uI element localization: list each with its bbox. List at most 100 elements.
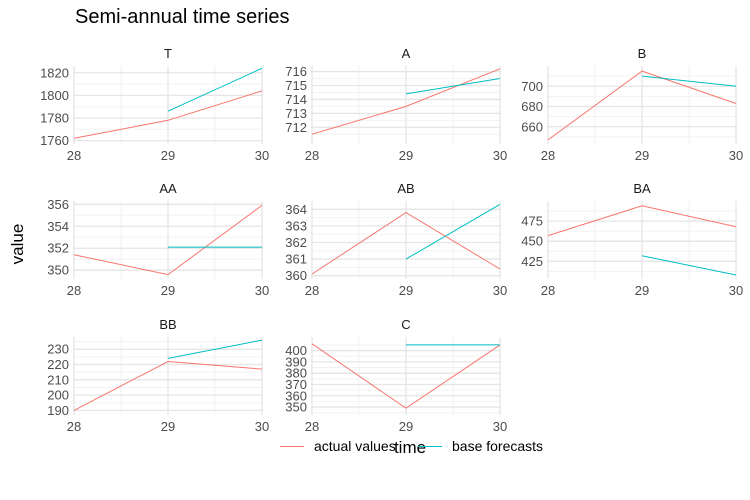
- x-tick-label: 30: [729, 148, 743, 163]
- y-tick-label: 400: [285, 343, 307, 358]
- series-line-actual-values: [311, 212, 501, 275]
- y-tick-label: 230: [47, 342, 69, 357]
- series-line-actual-values: [311, 68, 501, 135]
- x-tick-label: 28: [305, 283, 319, 298]
- x-tick-label: 30: [493, 283, 507, 298]
- x-tick-label: 30: [255, 148, 269, 163]
- facet-panel-b: B 660 680 700 28 29 30: [521, 46, 743, 163]
- panel-title: B: [638, 46, 647, 61]
- legend: actual values base forecasts: [0, 438, 750, 458]
- x-tick-label: 29: [161, 419, 175, 434]
- series-line-actual-values: [73, 90, 263, 139]
- y-tick-label: 1820: [40, 65, 69, 80]
- panel-title: A: [402, 46, 411, 61]
- series-line-actual-values: [547, 205, 737, 237]
- y-tick-label: 660: [521, 119, 543, 134]
- legend-key-actual: [280, 445, 304, 447]
- x-tick-label: 30: [729, 283, 743, 298]
- legend-label-base: base forecasts: [452, 438, 544, 454]
- y-tick-label: 200: [47, 388, 69, 403]
- y-tick-label: 390: [285, 354, 307, 369]
- x-tick-label: 29: [399, 148, 413, 163]
- x-tick-label: 28: [67, 419, 81, 434]
- series-line-actual-values: [73, 204, 263, 276]
- facet-panel-t: T 1760 1780 1800 1820 28 29 30: [40, 46, 269, 163]
- series-line-base-forecasts: [405, 78, 501, 95]
- series-line-base-forecasts: [405, 203, 501, 260]
- y-tick-label: 350: [285, 400, 307, 415]
- y-tick-label: 220: [47, 357, 69, 372]
- y-tick-label: 360: [285, 388, 307, 403]
- panel-title: T: [164, 46, 172, 61]
- x-tick-label: 28: [67, 148, 81, 163]
- y-tick-label: 352: [47, 241, 69, 256]
- facet-panel-aa: AA 350 352 354 356 28 29 30: [47, 181, 269, 298]
- y-tick-label: 713: [285, 106, 307, 121]
- panel-title: C: [401, 317, 410, 332]
- y-tick-label: 714: [285, 92, 307, 107]
- x-tick-label: 29: [161, 283, 175, 298]
- facet-panel-ba: BA 425 450 475 28 29 30: [521, 181, 743, 298]
- series-line-actual-values: [73, 360, 263, 411]
- y-tick-label: 700: [521, 79, 543, 94]
- panel-title: AA: [159, 181, 177, 196]
- y-tick-label: 475: [521, 214, 543, 229]
- y-tick-label: 715: [285, 78, 307, 93]
- y-tick-label: 450: [521, 234, 543, 249]
- y-tick-label: 363: [285, 218, 307, 233]
- y-tick-label: 361: [285, 252, 307, 267]
- x-axis-title: time: [393, 438, 427, 457]
- x-tick-label: 30: [493, 148, 507, 163]
- x-tick-label: 28: [67, 283, 81, 298]
- y-tick-label: 350: [47, 263, 69, 278]
- legend-label-actual: actual values: [314, 438, 396, 454]
- y-tick-label: 370: [285, 377, 307, 392]
- y-tick-label: 712: [285, 120, 307, 135]
- series-line-base-forecasts: [641, 75, 737, 87]
- x-tick-label: 29: [161, 148, 175, 163]
- y-axis-title: value: [8, 223, 27, 265]
- series-line-base-forecasts: [641, 255, 737, 276]
- y-tick-label: 360: [285, 268, 307, 283]
- panel-title: BA: [633, 181, 651, 196]
- legend-item-base: base forecasts: [418, 438, 543, 454]
- chart-title: Semi-annual time series: [75, 6, 290, 28]
- legend-item-actual: actual values: [280, 438, 396, 454]
- y-tick-label: 210: [47, 372, 69, 387]
- x-tick-label: 29: [635, 283, 649, 298]
- x-tick-label: 28: [541, 148, 555, 163]
- y-tick-label: 356: [47, 197, 69, 212]
- y-tick-label: 716: [285, 64, 307, 79]
- y-tick-label: 1800: [40, 88, 69, 103]
- series-line-base-forecasts: [167, 339, 263, 359]
- panel-title: BB: [159, 317, 176, 332]
- y-tick-label: 680: [521, 99, 543, 114]
- y-tick-label: 190: [47, 403, 69, 418]
- y-tick-label: 354: [47, 219, 69, 234]
- panel-title: AB: [397, 181, 414, 196]
- legend-key-base: [418, 445, 442, 447]
- x-tick-label: 28: [541, 283, 555, 298]
- y-tick-label: 362: [285, 235, 307, 250]
- x-tick-label: 30: [255, 419, 269, 434]
- y-tick-label: 425: [521, 254, 543, 269]
- y-tick-label: 364: [285, 202, 307, 217]
- series-line-base-forecasts: [167, 67, 263, 112]
- y-tick-label: 380: [285, 366, 307, 381]
- series-line-actual-values: [547, 70, 737, 141]
- y-tick-label: 1780: [40, 111, 69, 126]
- x-tick-label: 29: [399, 419, 413, 434]
- y-tick-label: 1760: [40, 133, 69, 148]
- series-line-actual-values: [311, 343, 501, 409]
- x-tick-label: 29: [635, 148, 649, 163]
- x-tick-label: 29: [399, 283, 413, 298]
- x-tick-label: 30: [493, 419, 507, 434]
- x-tick-label: 28: [305, 148, 319, 163]
- x-tick-label: 30: [255, 283, 269, 298]
- x-tick-label: 28: [305, 419, 319, 434]
